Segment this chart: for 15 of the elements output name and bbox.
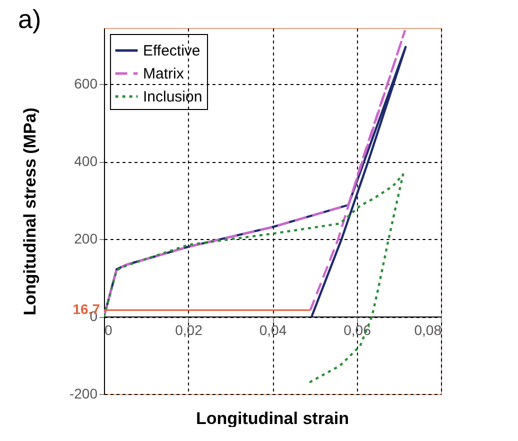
y-axis-title: Longitudinal stress (MPa)	[20, 108, 40, 316]
legend-label: Matrix	[143, 66, 184, 82]
legend-label: Inclusion	[143, 88, 202, 106]
y-tick-label: -200	[69, 386, 98, 402]
x-tick-label: 0,02	[175, 322, 203, 338]
x-tick-label: 0,04	[259, 322, 287, 338]
text: a)	[18, 4, 42, 35]
x-tick-label: 0,06	[344, 322, 372, 338]
x-tick-label: 0	[104, 322, 112, 338]
legend-label: Effective	[143, 42, 200, 60]
y-tick-label: 600	[74, 76, 98, 92]
y-tick-label: 200	[74, 230, 98, 247]
line-series	[104, 173, 404, 386]
y-tick-label: 400	[74, 153, 98, 170]
x-tick-label: 0,08	[414, 322, 442, 338]
